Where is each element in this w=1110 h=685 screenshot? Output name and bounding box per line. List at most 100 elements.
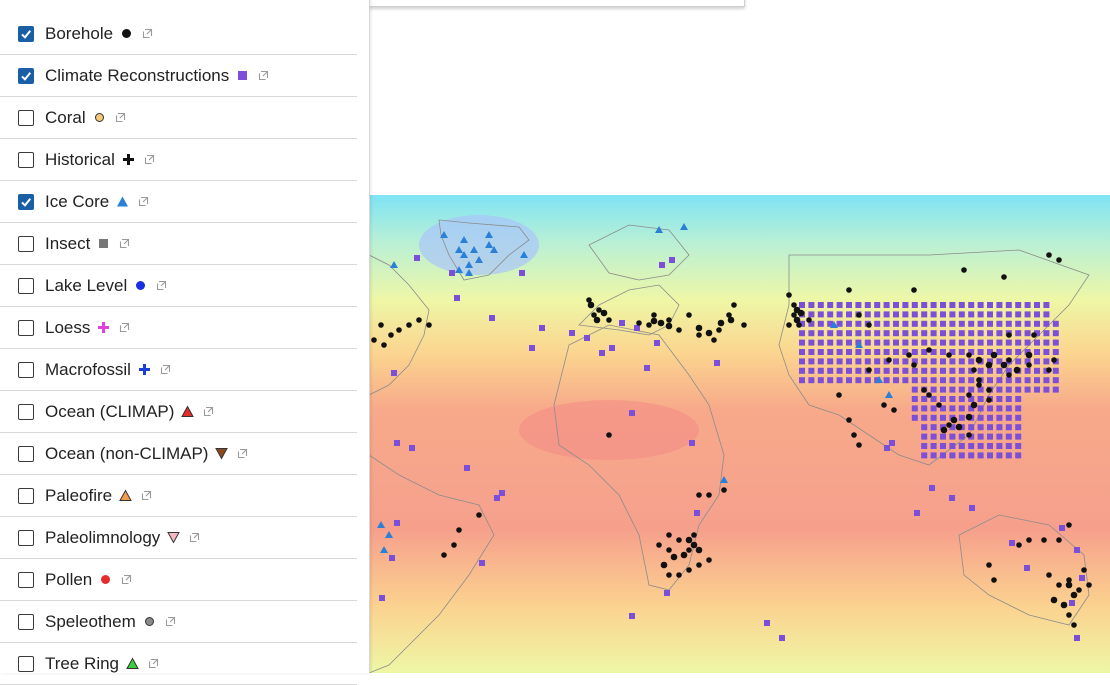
reconstruction-marker — [394, 440, 400, 446]
reconstruction-marker — [1024, 349, 1031, 355]
borehole-marker — [986, 397, 992, 403]
external-link-icon[interactable] — [119, 238, 130, 249]
reconstruction-marker — [921, 433, 928, 440]
external-link-icon[interactable] — [160, 364, 171, 375]
reconstruction-marker — [1024, 386, 1031, 393]
external-link-icon[interactable] — [138, 196, 149, 207]
legend-item-speleothem[interactable]: Speleothem — [0, 601, 357, 643]
icecore-marker — [520, 251, 528, 258]
reconstruction-marker — [949, 443, 956, 449]
legend-item-borehole[interactable]: Borehole — [0, 13, 357, 55]
reconstruction-marker — [846, 339, 852, 346]
borehole-marker — [717, 319, 725, 327]
external-link-icon[interactable] — [141, 490, 152, 501]
borehole-marker — [456, 527, 462, 533]
checkbox[interactable] — [18, 235, 34, 252]
triangle-icon — [116, 195, 129, 208]
external-link-icon[interactable] — [258, 70, 269, 81]
reconstruction-marker — [799, 377, 805, 384]
checkbox[interactable] — [18, 487, 34, 504]
external-link-icon[interactable] — [142, 28, 153, 39]
reconstruction-marker — [519, 270, 525, 276]
checkbox[interactable] — [18, 613, 34, 630]
checkbox[interactable] — [18, 67, 34, 84]
world-map[interactable] — [369, 195, 1110, 673]
checkbox[interactable] — [18, 319, 34, 336]
reconstruction-marker — [1005, 443, 1012, 449]
borehole-marker — [836, 392, 842, 398]
reconstruction-marker — [968, 349, 975, 355]
checkbox[interactable] — [18, 403, 34, 420]
legend-item-paleofire[interactable]: Paleofire — [0, 475, 357, 517]
external-link-icon[interactable] — [189, 532, 200, 543]
reconstruction-marker — [996, 405, 1003, 412]
checkbox[interactable] — [18, 277, 34, 294]
reconstruction-marker — [1024, 330, 1031, 337]
legend-item-paleolimnology[interactable]: Paleolimnology — [0, 517, 357, 559]
external-link-icon[interactable] — [156, 280, 167, 291]
legend-item-climate-reconstructions[interactable]: Climate Reconstructions — [0, 55, 357, 97]
reconstruction-marker — [1043, 358, 1050, 365]
checkbox[interactable] — [18, 361, 34, 378]
reconstruction-marker — [454, 295, 460, 301]
reconstruction-marker — [874, 358, 881, 365]
legend-item-ice-core[interactable]: Ice Core — [0, 181, 357, 223]
borehole-marker — [686, 567, 692, 573]
external-link-icon[interactable] — [237, 448, 248, 459]
reconstruction-marker — [1015, 424, 1022, 431]
borehole-marker — [1051, 357, 1057, 363]
checkbox[interactable] — [18, 445, 34, 462]
borehole-marker — [696, 492, 702, 498]
external-link-icon[interactable] — [165, 616, 176, 627]
reconstruction-marker — [921, 396, 928, 402]
checkbox[interactable] — [18, 151, 34, 168]
checkbox[interactable] — [18, 193, 34, 210]
external-link-icon[interactable] — [121, 574, 132, 585]
checkbox[interactable] — [18, 25, 34, 42]
checkbox[interactable] — [18, 655, 34, 672]
reconstruction-marker — [921, 311, 928, 318]
borehole-marker — [660, 561, 668, 569]
reconstruction-marker — [494, 495, 500, 501]
borehole-marker — [975, 356, 983, 364]
borehole-marker — [721, 487, 727, 493]
legend-item-pollen[interactable]: Pollen — [0, 559, 357, 601]
external-link-icon[interactable] — [148, 658, 159, 669]
checkbox[interactable] — [18, 529, 34, 546]
legend-item-loess[interactable]: Loess — [0, 307, 357, 349]
legend-item-historical[interactable]: Historical — [0, 139, 357, 181]
reconstruction-marker — [930, 339, 937, 346]
borehole-marker — [906, 352, 912, 358]
legend-item-ocean-climap[interactable]: Ocean (CLIMAP) — [0, 391, 357, 433]
external-link-icon[interactable] — [115, 112, 126, 123]
reconstruction-marker — [940, 330, 946, 337]
reconstruction-marker — [808, 339, 815, 346]
borehole-marker — [636, 320, 642, 326]
legend-item-insect[interactable]: Insect — [0, 223, 357, 265]
borehole-marker — [1070, 591, 1078, 599]
checkbox[interactable] — [18, 109, 34, 126]
legend-item-ocean-non-climap[interactable]: Ocean (non-CLIMAP) — [0, 433, 357, 475]
legend-item-coral[interactable]: Coral — [0, 97, 357, 139]
external-link-icon[interactable] — [203, 406, 214, 417]
reconstruction-marker — [817, 377, 824, 384]
external-link-icon[interactable] — [119, 322, 130, 333]
checkbox[interactable] — [18, 571, 34, 588]
legend-item-tree-ring[interactable]: Tree Ring — [0, 643, 357, 685]
external-link-icon[interactable] — [144, 154, 155, 165]
reconstruction-marker — [1005, 414, 1012, 421]
reconstruction-marker — [977, 349, 984, 355]
map-panel[interactable] — [369, 195, 1110, 673]
reconstruction-marker — [968, 330, 975, 337]
reconstruction-marker — [902, 311, 909, 318]
legend-item-macrofossil[interactable]: Macrofossil — [0, 349, 357, 391]
borehole-marker — [666, 317, 672, 323]
legend-item-lake-level[interactable]: Lake Level — [0, 265, 357, 307]
reconstruction-marker — [836, 377, 843, 384]
reconstruction-marker — [654, 340, 660, 346]
reconstruction-marker — [902, 367, 909, 374]
reconstruction-marker — [1015, 377, 1022, 384]
borehole-marker — [851, 432, 857, 438]
borehole-marker — [926, 392, 932, 398]
reconstruction-marker — [694, 510, 700, 516]
